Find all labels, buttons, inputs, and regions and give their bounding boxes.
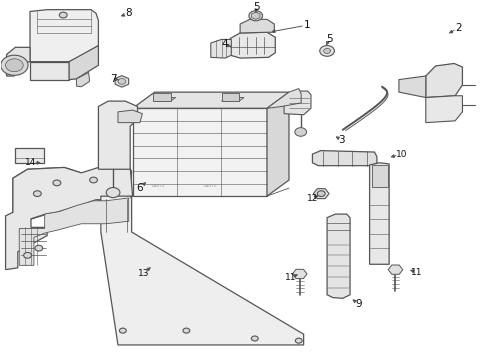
Circle shape xyxy=(120,328,126,333)
Polygon shape xyxy=(115,76,129,87)
Text: 8: 8 xyxy=(125,8,132,18)
Circle shape xyxy=(318,191,325,197)
Polygon shape xyxy=(388,265,403,274)
Circle shape xyxy=(295,338,302,343)
Polygon shape xyxy=(267,89,301,108)
Circle shape xyxy=(183,328,190,333)
Circle shape xyxy=(5,59,23,72)
Text: 13: 13 xyxy=(138,269,149,278)
Polygon shape xyxy=(399,76,426,98)
Polygon shape xyxy=(101,196,304,345)
Polygon shape xyxy=(30,62,69,80)
Polygon shape xyxy=(13,167,132,223)
Circle shape xyxy=(251,336,258,341)
Polygon shape xyxy=(6,47,30,76)
Text: 5: 5 xyxy=(253,2,260,12)
Polygon shape xyxy=(369,163,389,264)
Polygon shape xyxy=(118,110,143,123)
Polygon shape xyxy=(211,40,231,58)
Circle shape xyxy=(324,48,331,53)
Circle shape xyxy=(33,191,41,197)
Polygon shape xyxy=(133,92,289,108)
Polygon shape xyxy=(327,214,350,298)
Circle shape xyxy=(0,55,28,75)
Polygon shape xyxy=(293,269,307,279)
Polygon shape xyxy=(153,98,175,101)
Polygon shape xyxy=(313,150,377,166)
Circle shape xyxy=(249,11,263,21)
Circle shape xyxy=(53,180,61,186)
Polygon shape xyxy=(133,108,267,196)
Circle shape xyxy=(24,252,31,258)
Text: 2: 2 xyxy=(456,23,463,33)
Polygon shape xyxy=(426,96,463,123)
Text: 14: 14 xyxy=(25,158,37,167)
Polygon shape xyxy=(98,101,138,169)
Text: 10: 10 xyxy=(395,150,407,159)
Circle shape xyxy=(59,12,67,18)
Polygon shape xyxy=(314,189,329,199)
Text: CANTU: CANTU xyxy=(152,184,166,188)
Polygon shape xyxy=(30,10,98,62)
Text: 3: 3 xyxy=(339,135,345,145)
Circle shape xyxy=(118,78,126,84)
Text: 12: 12 xyxy=(307,194,318,203)
Polygon shape xyxy=(221,98,244,101)
Text: 11: 11 xyxy=(285,273,296,282)
Circle shape xyxy=(320,45,334,56)
Polygon shape xyxy=(5,167,133,270)
Text: 9: 9 xyxy=(355,299,362,309)
Polygon shape xyxy=(230,32,275,58)
Text: 5: 5 xyxy=(326,35,332,44)
Text: CANTU: CANTU xyxy=(203,184,217,188)
Polygon shape xyxy=(267,92,289,196)
Circle shape xyxy=(106,188,120,198)
Bar xyxy=(15,148,44,163)
Polygon shape xyxy=(372,165,388,187)
Bar xyxy=(221,93,239,101)
Text: 7: 7 xyxy=(110,74,117,84)
Polygon shape xyxy=(251,12,260,19)
Text: 1: 1 xyxy=(304,20,311,30)
Polygon shape xyxy=(19,198,129,265)
Bar xyxy=(153,93,171,101)
Polygon shape xyxy=(426,63,463,98)
Circle shape xyxy=(90,177,98,183)
Polygon shape xyxy=(284,91,311,115)
Polygon shape xyxy=(240,19,274,33)
Polygon shape xyxy=(69,45,98,80)
Polygon shape xyxy=(76,72,90,87)
Circle shape xyxy=(295,128,307,136)
Circle shape xyxy=(35,245,43,251)
Text: 4: 4 xyxy=(221,40,228,49)
Text: 6: 6 xyxy=(137,183,143,193)
Text: 11: 11 xyxy=(411,268,423,277)
